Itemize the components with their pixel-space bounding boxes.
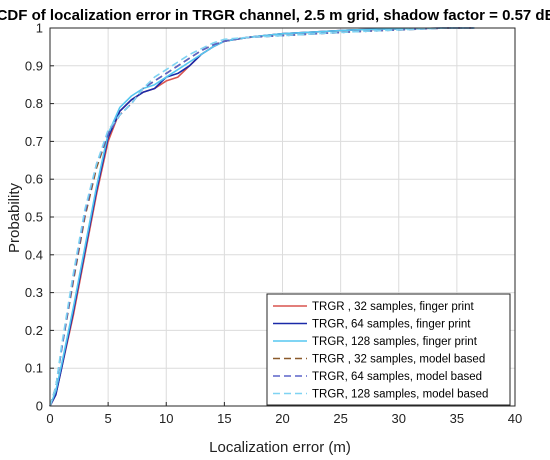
- y-tick-label: 0.4: [25, 247, 43, 262]
- x-tick-label: 0: [46, 411, 53, 426]
- x-tick-label: 25: [333, 411, 347, 426]
- y-axis-title: Probability: [6, 182, 23, 253]
- x-tick-label: 15: [217, 411, 231, 426]
- y-tick-label: 0: [36, 399, 43, 414]
- x-tick-label: 10: [159, 411, 173, 426]
- series-line-3: [49, 27, 475, 407]
- x-tick-label: 30: [392, 411, 406, 426]
- legend-label-2: TRGR, 64 samples, finger print: [312, 319, 471, 331]
- series-lines: [49, 27, 475, 407]
- y-tick-label: 1: [36, 21, 43, 36]
- x-tick-label: 35: [450, 411, 464, 426]
- series-line-6: [49, 27, 475, 407]
- y-tick-label: 0.6: [25, 172, 43, 187]
- axis-ticks: 0 5 10 15 20 25 30 35 40 0 0.1 0.2 0.3 0.4 0.5 0.6 0.7 0.…: [25, 21, 522, 427]
- y-tick-label: 0.5: [25, 210, 43, 225]
- legend-label-5: TRGR, 64 samples, model based: [312, 371, 482, 383]
- x-tick-label: 5: [105, 411, 112, 426]
- legend: TRGR , 32 samples, finger print TRGR, 64 …: [266, 293, 511, 406]
- x-tick-label: 20: [275, 411, 289, 426]
- y-tick-label: 0.2: [25, 323, 43, 338]
- x-axis-title: Localization error (m): [209, 439, 351, 456]
- legend-label-3: TRGR, 128 samples, finger print: [312, 336, 478, 348]
- legend-box: [266, 293, 511, 406]
- y-tick-label: 0.1: [25, 361, 43, 376]
- legend-label-4: TRGR , 32 samples, model based: [312, 354, 485, 366]
- legend-label-6: TRGR, 128 samples, model based: [312, 389, 488, 401]
- y-tick-label: 0.7: [25, 134, 43, 149]
- y-tick-label: 0.9: [25, 58, 43, 73]
- legend-label-1: TRGR , 32 samples, finger print: [312, 301, 475, 313]
- chart-title: CDF of localization error in TRGR channe…: [0, 7, 550, 24]
- y-tick-label: 0.3: [25, 285, 43, 300]
- x-tick-label: 40: [508, 411, 522, 426]
- y-tick-label: 0.8: [25, 96, 43, 111]
